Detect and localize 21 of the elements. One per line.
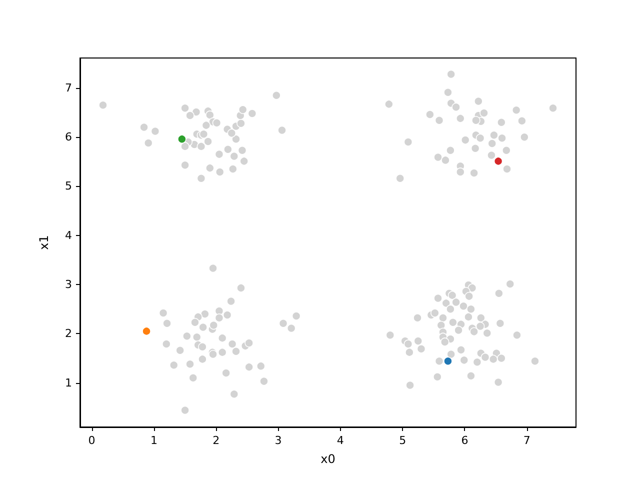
y-tick-label: 1 xyxy=(65,376,72,390)
x-tick-label: 6 xyxy=(461,434,468,447)
y-tick-label: 7 xyxy=(65,81,72,94)
y-tick-label: 3 xyxy=(65,278,72,292)
x-axis-title: x0 xyxy=(320,452,336,466)
x-tick-label: 3 xyxy=(274,434,282,447)
y-tick-label: 2 xyxy=(65,327,72,340)
point xyxy=(142,326,151,336)
y-axis-title: x1 xyxy=(37,235,51,250)
x-tick-label: 1 xyxy=(150,434,158,447)
x-tick-label: 5 xyxy=(399,434,406,447)
point xyxy=(178,134,186,144)
x-tick-label: 7 xyxy=(523,434,530,447)
point xyxy=(494,156,503,166)
y-tick-label: 6 xyxy=(65,130,72,144)
x-tick-label: 4 xyxy=(336,434,344,447)
point xyxy=(444,356,452,366)
y-tick-label: 4 xyxy=(65,228,72,242)
x-tick-label: 0 xyxy=(88,434,96,447)
x-tick-label: 2 xyxy=(212,434,220,447)
y-tick-label: 5 xyxy=(65,180,72,193)
